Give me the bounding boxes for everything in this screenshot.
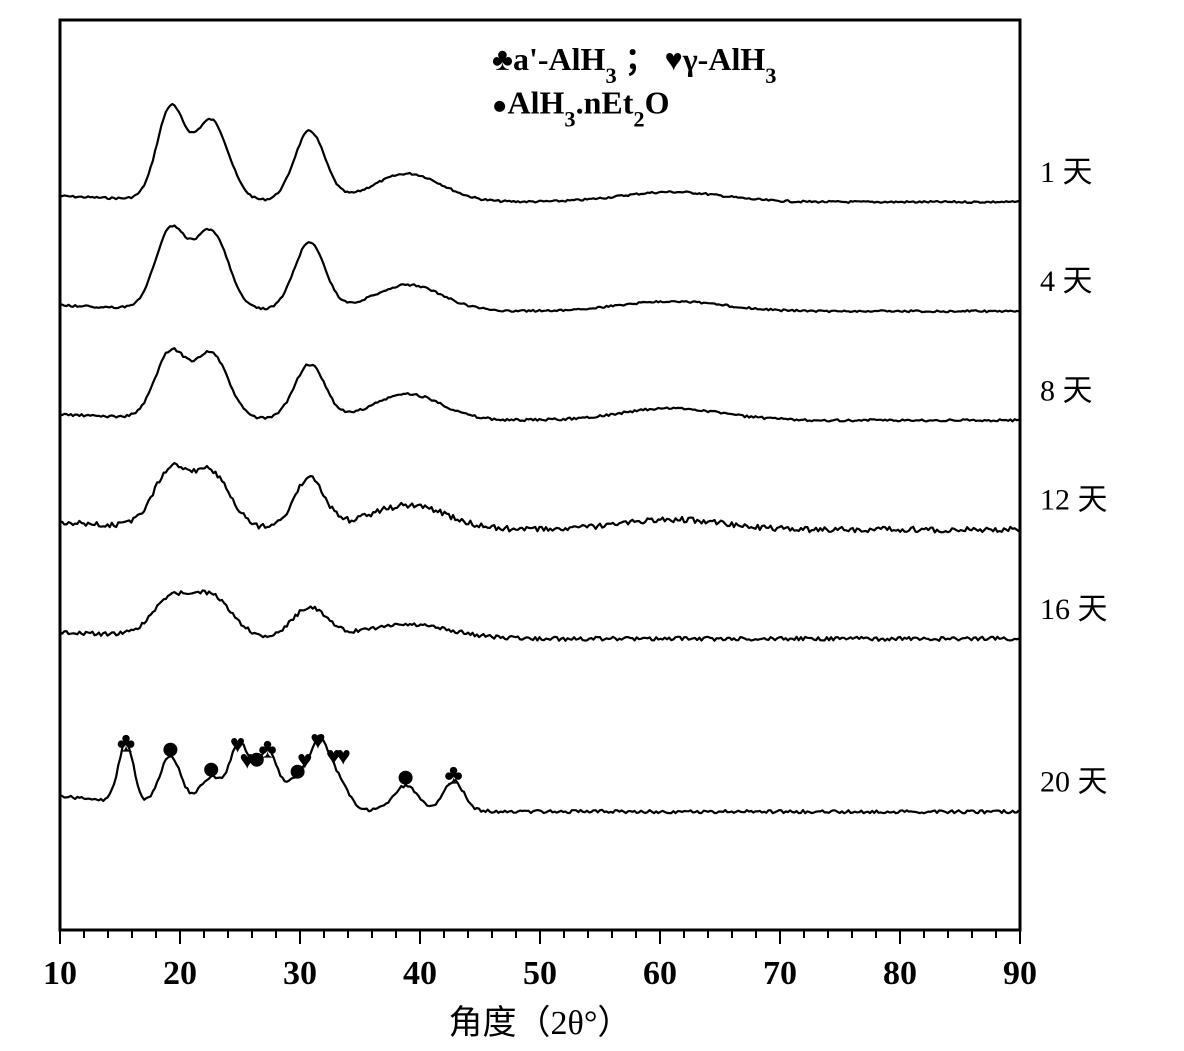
trace-label: 1 天: [1040, 156, 1093, 189]
marker-club: ♣: [117, 728, 135, 759]
trace-16 天: [60, 591, 1019, 641]
marker-club: ♣: [258, 734, 276, 765]
svg-text:90: 90: [1003, 955, 1037, 992]
svg-text:♣a'-AlH3 ； ♥γ-AlH3: ♣a'-AlH3 ； ♥γ-AlH3: [492, 41, 776, 88]
svg-text:角度（2θ°）: 角度（2θ°）: [449, 1004, 632, 1042]
xrd-chart: 102030405060708090角度（2θ°）♣♥♥♣♥♥♥♥♣1 天4 天…: [0, 0, 1184, 1051]
trace-4 天: [60, 226, 1019, 313]
chart-svg: 102030405060708090角度（2θ°）♣♥♥♣♥♥♥♥♣1 天4 天…: [0, 0, 1184, 1051]
trace-label: 4 天: [1040, 265, 1093, 298]
marker-club: ♣: [444, 760, 462, 791]
svg-text:10: 10: [43, 955, 77, 992]
marker-dot: [399, 771, 413, 785]
legend: ♣a'-AlH3 ； ♥γ-AlH3●AlH3.nEt2O: [492, 41, 776, 131]
marker-dot: [163, 743, 177, 757]
trace-label: 12 天: [1040, 484, 1108, 517]
svg-text:40: 40: [403, 955, 437, 992]
trace-label: 16 天: [1040, 593, 1108, 626]
svg-text:50: 50: [523, 955, 557, 992]
marker-heart: ♥: [335, 742, 350, 771]
svg-text:70: 70: [763, 955, 797, 992]
svg-text:80: 80: [883, 955, 917, 992]
trace-8 天: [60, 348, 1019, 421]
trace-label: 20 天: [1040, 766, 1108, 799]
trace-label: 8 天: [1040, 374, 1093, 407]
svg-text:●AlH3.nEt2O: ●AlH3.nEt2O: [492, 84, 669, 130]
marker-heart: ♥: [310, 726, 325, 755]
trace-12 天: [60, 463, 1019, 532]
marker-dot: [204, 763, 218, 777]
svg-text:60: 60: [643, 955, 677, 992]
svg-text:20: 20: [163, 955, 197, 992]
svg-text:30: 30: [283, 955, 317, 992]
trace-20 天: [60, 736, 1019, 814]
